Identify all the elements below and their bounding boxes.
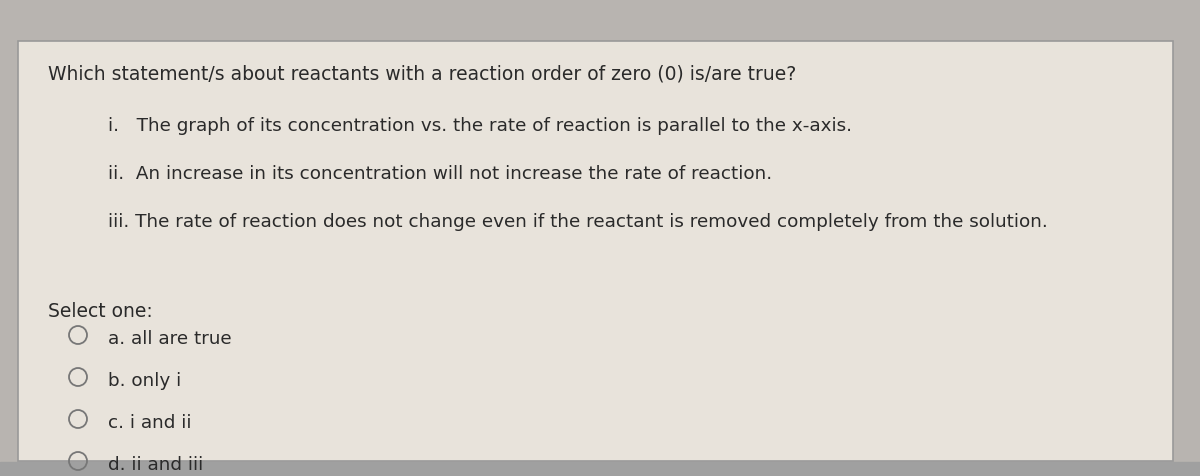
FancyBboxPatch shape (18, 42, 1174, 461)
Text: Which statement/s about reactants with a reaction order of zero (0) is/are true?: Which statement/s about reactants with a… (48, 64, 797, 83)
Text: d. ii and iii: d. ii and iii (108, 455, 203, 473)
Text: i.   The graph of its concentration vs. the rate of reaction is parallel to the : i. The graph of its concentration vs. th… (108, 117, 852, 135)
Bar (0, 462, 1200, 476)
Text: Select one:: Select one: (48, 301, 152, 320)
Text: b. only i: b. only i (108, 371, 181, 389)
Text: iii. The rate of reaction does not change even if the reactant is removed comple: iii. The rate of reaction does not chang… (108, 213, 1048, 230)
Text: ii.  An increase in its concentration will not increase the rate of reaction.: ii. An increase in its concentration wil… (108, 165, 772, 183)
Text: c. i and ii: c. i and ii (108, 413, 192, 431)
Text: a. all are true: a. all are true (108, 329, 232, 347)
